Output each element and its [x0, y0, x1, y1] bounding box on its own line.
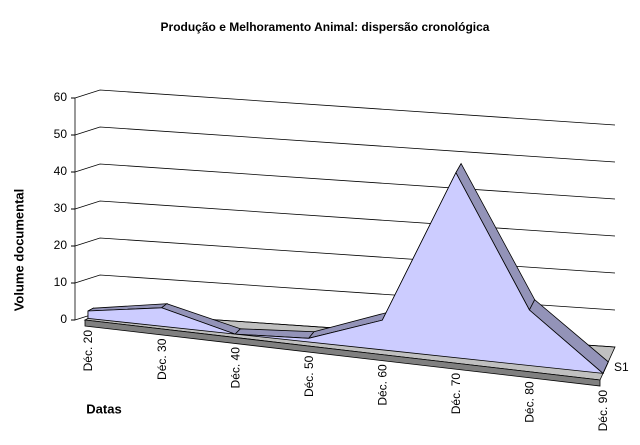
area-side [602, 361, 609, 374]
y-tick-label: 30 [54, 201, 68, 215]
y-tick-label: 0 [60, 312, 67, 326]
x-tick-label: Déc. 50 [302, 355, 316, 397]
x-tick-label: Déc. 40 [228, 347, 242, 389]
x-tick-label: Déc. 20 [81, 330, 95, 372]
y-tick-label: 60 [54, 90, 68, 104]
x-tick-label: Déc. 90 [596, 390, 610, 432]
grid-line [74, 126, 616, 163]
chart-title: Produção e Melhoramento Animal: dispersã… [161, 20, 490, 34]
y-tick-label: 40 [54, 164, 68, 178]
legend-label: S1 [614, 360, 629, 374]
area [87, 171, 605, 374]
grid-line [74, 89, 616, 126]
x-axis-title: Datas [86, 401, 121, 416]
x-tick-label: Déc. 70 [449, 373, 463, 415]
y-tick-label: 20 [54, 238, 68, 252]
y-tick-label: 10 [54, 275, 68, 289]
x-tick-label: Déc. 80 [523, 381, 537, 423]
y-axis-title: Volume documental [11, 189, 26, 312]
grid-line [74, 163, 616, 200]
grid-line [74, 237, 616, 274]
x-tick-label: Déc. 60 [375, 364, 389, 406]
grid-line [74, 200, 616, 237]
floor-edge [84, 319, 601, 387]
y-tick-label: 50 [54, 127, 68, 141]
x-tick-label: Déc. 30 [155, 338, 169, 380]
